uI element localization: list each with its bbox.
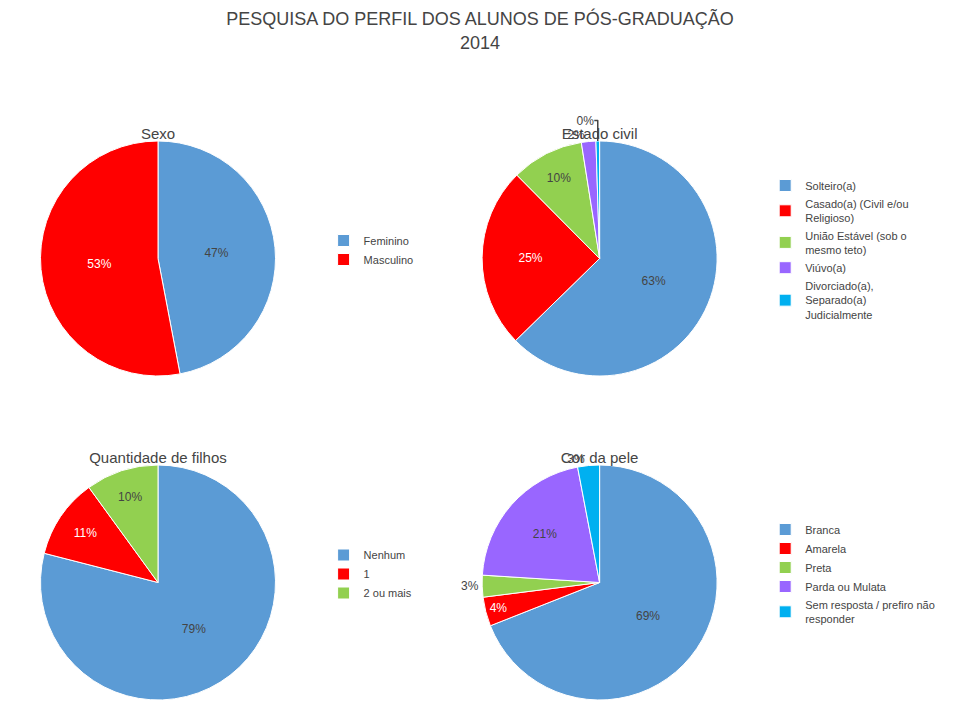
svg-text:3%: 3%: [461, 579, 479, 593]
svg-text:Parda ou Mulata: Parda ou Mulata: [805, 581, 887, 593]
svg-text:União Estável (sob omesmo teto: União Estável (sob omesmo teto): [805, 230, 907, 256]
svg-text:69%: 69%: [636, 609, 660, 623]
svg-text:Viúvo(a): Viúvo(a): [805, 262, 846, 274]
svg-text:0%: 0%: [577, 114, 595, 128]
svg-text:25%: 25%: [518, 251, 542, 265]
svg-text:2%: 2%: [567, 128, 585, 142]
svg-text:Cor da pele: Cor da pele: [561, 449, 639, 466]
svg-text:3%: 3%: [567, 452, 585, 466]
svg-text:10%: 10%: [118, 490, 142, 504]
svg-text:Sexo: Sexo: [141, 125, 175, 142]
svg-text:1: 1: [364, 568, 370, 580]
svg-text:Feminino: Feminino: [364, 235, 409, 247]
svg-text:Masculino: Masculino: [364, 254, 414, 266]
svg-text:Estado civil: Estado civil: [562, 125, 638, 142]
svg-text:11%: 11%: [74, 526, 97, 540]
svg-text:53%: 53%: [87, 257, 111, 271]
svg-text:63%: 63%: [642, 274, 666, 288]
svg-text:Quantidade de filhos: Quantidade de filhos: [89, 449, 227, 466]
svg-text:10%: 10%: [547, 171, 571, 185]
svg-text:21%: 21%: [533, 527, 557, 541]
svg-text:Preta: Preta: [805, 562, 832, 574]
svg-text:2 ou mais: 2 ou mais: [364, 587, 412, 599]
svg-text:Divorciado(a),Separado(a)Judic: Divorciado(a),Separado(a)Judicialmente: [805, 280, 873, 321]
svg-text:Branca: Branca: [805, 524, 841, 536]
svg-text:Casado(a) (Civil e/ouReligioso: Casado(a) (Civil e/ouReligioso): [805, 198, 908, 224]
svg-text:Sem resposta / prefiro nãoresp: Sem resposta / prefiro nãoresponder: [805, 599, 935, 625]
svg-text:Nenhum: Nenhum: [364, 549, 406, 561]
svg-text:PESQUISA DO PERFIL DOS ALUNOS: PESQUISA DO PERFIL DOS ALUNOS DE PÓS-GRA…: [226, 8, 733, 52]
svg-text:Amarela: Amarela: [805, 543, 847, 555]
svg-text:Solteiro(a): Solteiro(a): [805, 180, 856, 192]
svg-text:47%: 47%: [204, 246, 228, 260]
svg-text:4%: 4%: [490, 601, 508, 615]
svg-text:79%: 79%: [182, 622, 206, 636]
